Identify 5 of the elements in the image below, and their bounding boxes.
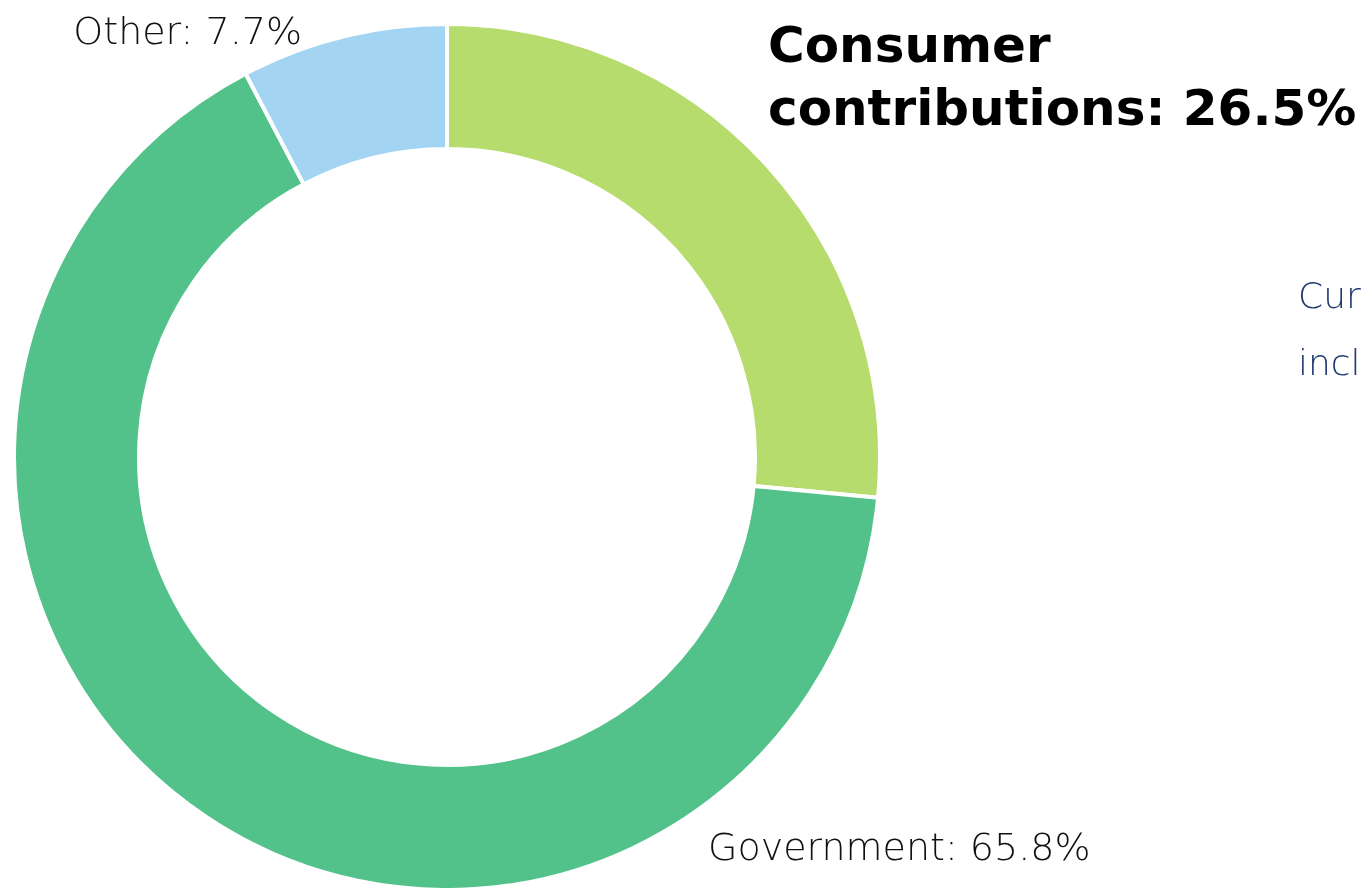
text: incl (1298, 342, 1361, 383)
slice-label: Other: 7.7% (73, 9, 302, 53)
text: Cur (1298, 275, 1361, 316)
slice-label: Government: 65.8% (708, 825, 1091, 869)
slice-label: Consumer contributions: 26.5% (768, 16, 1357, 137)
